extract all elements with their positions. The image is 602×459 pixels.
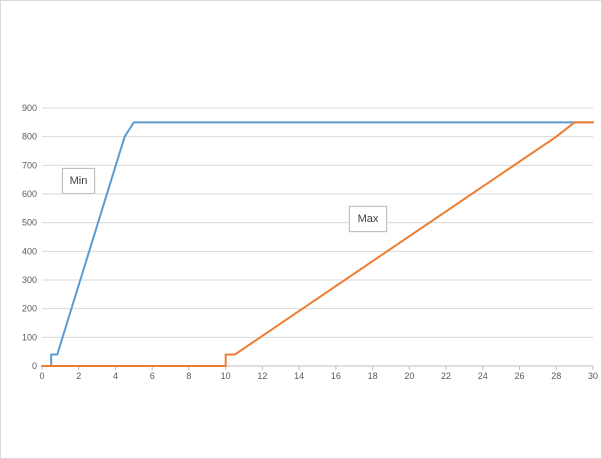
x-tick-label-4: 4 <box>113 371 118 381</box>
x-tick-label-26: 26 <box>515 371 525 381</box>
y-tick-label-0: 0 <box>32 361 37 371</box>
y-tick-label-700: 700 <box>22 160 37 170</box>
y-tick-label-200: 200 <box>22 304 37 314</box>
x-tick-label-0: 0 <box>39 371 44 381</box>
y-tick-label-300: 300 <box>22 275 37 285</box>
x-tick-label-12: 12 <box>257 371 267 381</box>
y-tick-label-100: 100 <box>22 332 37 342</box>
x-tick-label-2: 2 <box>76 371 81 381</box>
x-tick-label-16: 16 <box>331 371 341 381</box>
x-tick-label-30: 30 <box>588 371 598 381</box>
x-tick-label-20: 20 <box>404 371 414 381</box>
annotation-max-label: Max <box>349 206 387 232</box>
series-lines <box>41 121 594 367</box>
series-line-min <box>50 121 594 367</box>
y-tick-label-900: 900 <box>22 103 37 113</box>
x-tick-label-28: 28 <box>551 371 561 381</box>
x-tick-label-14: 14 <box>294 371 304 381</box>
x-tick-label-6: 6 <box>150 371 155 381</box>
annotation-min-label: Min <box>62 168 95 194</box>
x-tick-label-24: 24 <box>478 371 488 381</box>
y-tick-label-800: 800 <box>22 132 37 142</box>
x-tick-label-18: 18 <box>368 371 378 381</box>
y-tick-label-500: 500 <box>22 218 37 228</box>
y-tick-label-400: 400 <box>22 246 37 256</box>
x-tick-label-22: 22 <box>441 371 451 381</box>
x-tick-label-10: 10 <box>221 371 231 381</box>
gridlines <box>42 107 593 338</box>
x-tick-label-8: 8 <box>186 371 191 381</box>
y-tick-label-600: 600 <box>22 189 37 199</box>
series-line-max <box>41 121 594 367</box>
